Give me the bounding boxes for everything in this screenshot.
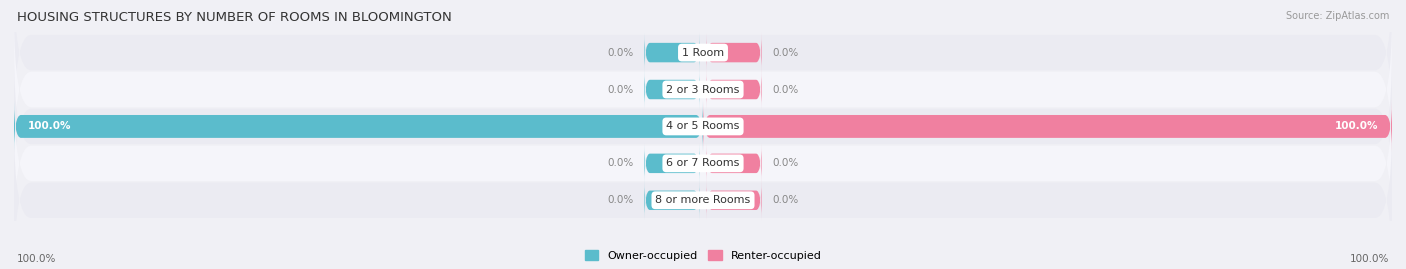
FancyBboxPatch shape [644,144,700,183]
FancyBboxPatch shape [14,101,703,152]
FancyBboxPatch shape [706,70,762,109]
Text: 1 Room: 1 Room [682,48,724,58]
FancyBboxPatch shape [706,180,762,220]
FancyBboxPatch shape [644,180,700,220]
Text: HOUSING STRUCTURES BY NUMBER OF ROOMS IN BLOOMINGTON: HOUSING STRUCTURES BY NUMBER OF ROOMS IN… [17,11,451,24]
Text: 100.0%: 100.0% [1350,254,1389,264]
Text: 0.0%: 0.0% [772,84,799,94]
FancyBboxPatch shape [706,33,762,72]
Legend: Owner-occupied, Renter-occupied: Owner-occupied, Renter-occupied [585,250,821,261]
FancyBboxPatch shape [706,144,762,183]
Text: 0.0%: 0.0% [772,195,799,205]
Text: 0.0%: 0.0% [607,195,634,205]
Text: 100.0%: 100.0% [1334,121,1378,132]
Text: 0.0%: 0.0% [607,48,634,58]
Text: 100.0%: 100.0% [17,254,56,264]
FancyBboxPatch shape [644,70,700,109]
Text: 0.0%: 0.0% [772,158,799,168]
Text: 2 or 3 Rooms: 2 or 3 Rooms [666,84,740,94]
Text: 4 or 5 Rooms: 4 or 5 Rooms [666,121,740,132]
FancyBboxPatch shape [14,126,1392,269]
Text: 100.0%: 100.0% [28,121,72,132]
FancyBboxPatch shape [14,52,1392,201]
FancyBboxPatch shape [14,0,1392,127]
FancyBboxPatch shape [703,101,1392,152]
FancyBboxPatch shape [14,89,1392,238]
Text: Source: ZipAtlas.com: Source: ZipAtlas.com [1285,11,1389,21]
Text: 8 or more Rooms: 8 or more Rooms [655,195,751,205]
Text: 0.0%: 0.0% [607,84,634,94]
FancyBboxPatch shape [644,33,700,72]
Text: 6 or 7 Rooms: 6 or 7 Rooms [666,158,740,168]
FancyBboxPatch shape [14,15,1392,164]
Text: 0.0%: 0.0% [772,48,799,58]
Text: 0.0%: 0.0% [607,158,634,168]
